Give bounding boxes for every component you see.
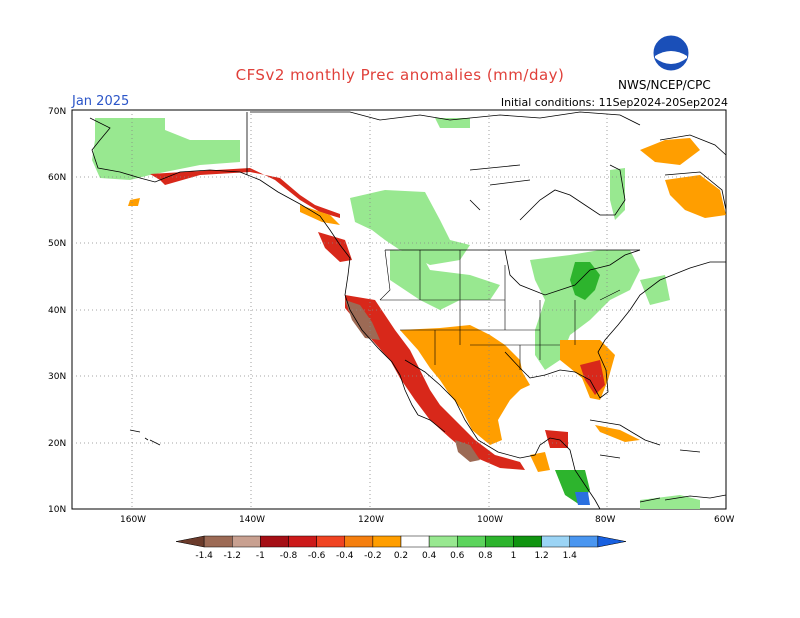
wet-area-western-canada <box>350 190 470 265</box>
wet-area-alaska <box>92 118 240 180</box>
colorbar-swatch <box>203 535 233 548</box>
svg-text:10N: 10N <box>48 505 66 515</box>
svg-text:70N: 70N <box>48 107 66 117</box>
colorbar-label: 0.6 <box>450 551 465 561</box>
colorbar-swatch <box>400 535 430 548</box>
dry-area-labrador <box>640 138 700 165</box>
svg-text:160W: 160W <box>120 515 146 525</box>
wet-area-maritimes <box>640 275 670 305</box>
colorbar-label: -0.6 <box>308 551 326 561</box>
svg-text:140W: 140W <box>239 515 265 525</box>
dry-area-california <box>345 295 525 470</box>
grid-lines <box>72 110 726 509</box>
colorbar-swatch <box>288 535 317 548</box>
colorbar-label: 1.4 <box>563 551 578 561</box>
dry-area-mexico-brown <box>455 440 480 462</box>
noaa-logo <box>652 34 690 72</box>
colorbar-label: -0.2 <box>364 551 382 561</box>
colorbar-swatch <box>457 535 486 548</box>
svg-text:100W: 100W <box>477 515 503 525</box>
svg-text:50N: 50N <box>48 239 66 249</box>
wet-area-panama-blue <box>575 492 590 505</box>
colorbar-swatch <box>597 535 627 548</box>
longitude-labels: 160W 140W 120W 100W 80W 60W <box>120 515 734 525</box>
colorbar-label: 0.2 <box>394 551 408 561</box>
colorbar-swatch <box>175 535 205 548</box>
colorbar-label: -1 <box>256 551 265 561</box>
colorbar-swatch <box>428 535 458 548</box>
dry-area-greenland-south <box>665 175 726 218</box>
colorbar-label: 0.8 <box>478 551 493 561</box>
svg-text:120W: 120W <box>358 515 384 525</box>
colorbar-swatch <box>372 535 402 548</box>
colorbar-label: 0.4 <box>422 551 437 561</box>
svg-text:80W: 80W <box>595 515 615 525</box>
colorbar: -1.4 -1.2 -1 -0.8 -0.6 -0.4 -0.2 0.2 0.4 0.6 0.8 1 1… <box>175 535 627 561</box>
initial-conditions: Initial conditions: 11Sep2024-20Sep2024 <box>500 96 728 109</box>
agency-label: NWS/NCEP/CPC <box>618 78 711 92</box>
colorbar-swatch <box>541 535 570 548</box>
colorbar-label: -0.4 <box>336 551 354 561</box>
dry-area-florida-red <box>580 360 605 395</box>
wet-area-east-canada <box>610 168 625 220</box>
svg-text:20N: 20N <box>48 439 66 449</box>
dry-area-cuba <box>595 425 640 442</box>
wet-area-canada-north <box>435 118 470 128</box>
dry-area-alaska-south <box>150 168 340 218</box>
state-borders <box>379 249 621 370</box>
svg-text:40N: 40N <box>48 306 66 316</box>
colorbar-swatch <box>344 535 374 548</box>
dry-area-texas <box>480 348 530 392</box>
dry-area-california-brown <box>345 300 380 340</box>
colorbar-label: -1.2 <box>223 551 241 561</box>
colorbar-swatch <box>260 535 289 548</box>
colorbar-label: -1.4 <box>195 551 213 561</box>
dry-area-central-america <box>530 452 550 472</box>
wet-area-central-north <box>390 250 500 310</box>
forecast-month: Jan 2025 <box>72 94 130 109</box>
colorbar-label: -0.8 <box>280 551 298 561</box>
colorbar-swatch <box>232 535 261 548</box>
colorbar-swatch <box>513 535 542 548</box>
latitude-labels: 70N 60N 50N 40N 30N 20N 10N <box>48 107 66 515</box>
wet-area-northeast-blue <box>570 262 600 300</box>
colorbar-label: 1.2 <box>534 551 548 561</box>
colorbar-swatch <box>316 535 345 548</box>
dry-area-alaska-orange <box>128 198 140 206</box>
map-title: CFSv2 monthly Prec anomalies (mm/day) <box>235 66 565 84</box>
dry-area-pacific-nw <box>318 232 352 262</box>
wet-area-south-america <box>640 495 700 509</box>
colorbar-swatch <box>569 535 599 548</box>
svg-text:60W: 60W <box>714 515 734 525</box>
colorbar-swatch <box>485 535 514 548</box>
svg-text:60N: 60N <box>48 173 66 183</box>
svg-text:30N: 30N <box>48 372 66 382</box>
colorbar-label: 1 <box>511 551 517 561</box>
coastlines <box>89 111 727 510</box>
